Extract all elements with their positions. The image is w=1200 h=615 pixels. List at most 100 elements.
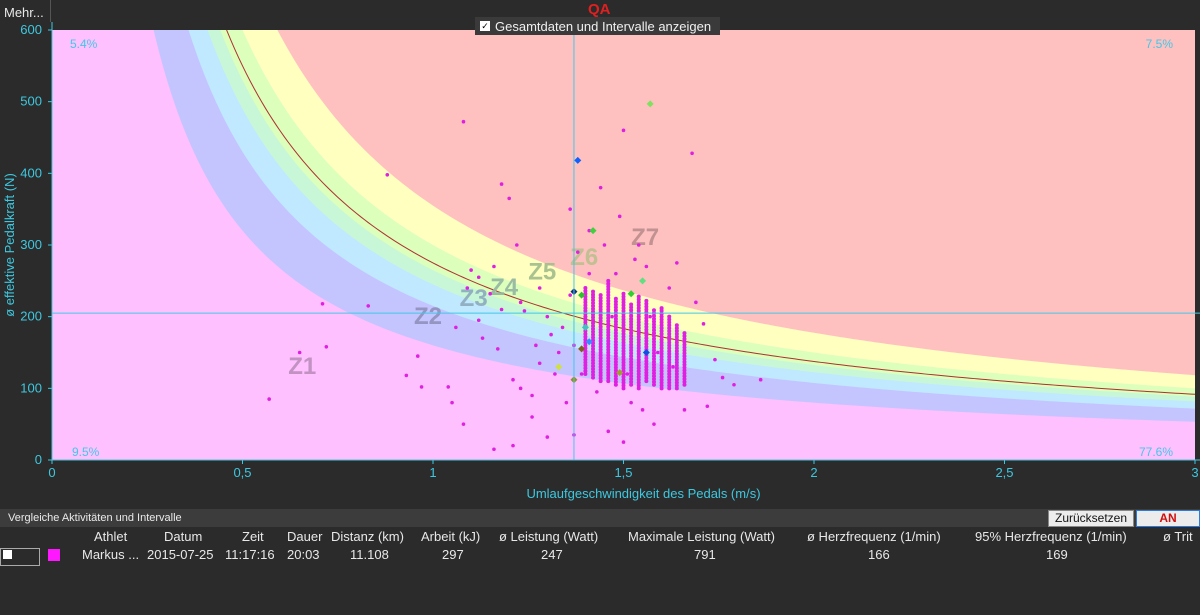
data-point — [583, 314, 588, 319]
data-point — [644, 316, 649, 321]
y-tick-label: 600 — [20, 22, 42, 37]
data-point — [636, 297, 641, 302]
color-swatch[interactable] — [48, 549, 60, 561]
data-point — [640, 408, 645, 412]
data-point — [461, 422, 466, 426]
col-header-avg-cadence[interactable]: ø Trit — [1163, 529, 1193, 544]
data-point — [591, 369, 596, 374]
checkbox-icon — [3, 550, 12, 559]
quadrant-label-bottom-left: 9.5% — [72, 445, 100, 459]
col-header-avg-hr[interactable]: ø Herzfrequenz (1/min) — [807, 529, 941, 544]
more-menu-box[interactable]: Mehr... — [0, 0, 51, 22]
data-point — [518, 386, 523, 391]
interval-marker — [574, 156, 582, 164]
data-point — [591, 329, 596, 334]
data-point — [629, 371, 634, 376]
an-toggle-button[interactable]: AN — [1136, 510, 1200, 527]
data-point — [591, 349, 596, 354]
data-point — [629, 316, 634, 321]
reset-button[interactable]: Zurücksetzen — [1048, 510, 1134, 527]
data-point — [591, 355, 596, 360]
data-point — [534, 343, 538, 348]
data-point — [606, 367, 611, 372]
data-point — [583, 349, 588, 354]
data-point — [667, 314, 672, 319]
data-point — [613, 334, 618, 339]
data-point — [732, 382, 736, 387]
interval-marker — [639, 277, 647, 285]
data-point — [598, 367, 603, 372]
data-point — [591, 366, 596, 371]
data-point — [499, 307, 504, 312]
data-point — [674, 331, 679, 336]
data-point — [606, 429, 611, 434]
data-point — [651, 348, 656, 353]
col-header-work[interactable]: Arbeit (kJ) — [421, 529, 481, 544]
data-point — [636, 372, 641, 376]
x-tick-label: 0,5 — [233, 465, 251, 480]
data-point — [674, 343, 679, 348]
row-checkbox[interactable] — [0, 548, 40, 566]
cell-95-hr: 169 — [1046, 547, 1068, 562]
table-row[interactable]: Markus ... 2015-07-25 11:17:16 20:03 11.… — [0, 547, 1200, 566]
data-point — [644, 327, 649, 332]
x-tick-label: 1 — [429, 465, 436, 480]
data-point — [682, 362, 687, 367]
data-point — [629, 365, 634, 370]
col-header-distance[interactable]: Distanz (km) — [331, 529, 404, 544]
data-point — [651, 351, 656, 356]
data-point — [556, 350, 561, 355]
show-totals-toggle[interactable]: ✓ Gesamtdaten und Intervalle anzeigen — [475, 17, 720, 35]
data-point — [591, 364, 596, 369]
data-point — [690, 151, 694, 156]
data-point — [667, 363, 672, 368]
data-point — [621, 340, 626, 345]
interval-marker — [578, 345, 586, 353]
data-point — [591, 301, 596, 306]
data-point — [651, 342, 656, 347]
col-header-95-hr[interactable]: 95% Herzfrequenz (1/min) — [975, 529, 1127, 544]
data-point — [598, 373, 603, 378]
data-point — [667, 337, 672, 342]
data-point — [629, 354, 634, 359]
checkbox-icon[interactable]: ✓ — [480, 21, 490, 31]
data-point — [518, 300, 523, 305]
col-header-max-power[interactable]: Maximale Leistung (Watt) — [628, 529, 775, 544]
data-point — [613, 348, 618, 353]
more-button[interactable]: Mehr... — [4, 5, 44, 20]
data-point — [617, 214, 622, 219]
data-point — [621, 363, 626, 368]
data-point — [598, 353, 603, 358]
col-header-avg-power[interactable]: ø Leistung (Watt) — [499, 529, 599, 544]
data-point — [613, 296, 618, 301]
col-header-duration[interactable]: Dauer — [287, 529, 323, 544]
data-point — [621, 334, 626, 339]
data-point — [621, 337, 626, 342]
data-point — [583, 334, 588, 339]
data-point — [629, 339, 634, 344]
col-header-athlete[interactable]: Athlet — [94, 529, 128, 544]
col-header-time[interactable]: Zeit — [242, 529, 264, 544]
data-point — [476, 318, 481, 323]
data-point — [575, 250, 580, 254]
data-point — [621, 320, 626, 325]
data-point — [636, 294, 641, 299]
data-point — [621, 349, 626, 354]
data-point — [591, 372, 596, 377]
data-point — [667, 320, 672, 325]
data-point — [583, 329, 588, 333]
data-point — [682, 408, 687, 412]
col-header-date[interactable]: Datum — [164, 529, 203, 544]
data-point — [629, 368, 634, 373]
data-point — [613, 362, 618, 367]
data-point — [583, 366, 588, 371]
data-point — [682, 336, 687, 341]
data-point — [651, 354, 656, 359]
data-point — [606, 313, 611, 318]
data-point — [621, 351, 626, 356]
data-point — [606, 301, 611, 306]
data-point — [591, 346, 596, 351]
data-point — [644, 373, 649, 378]
data-point — [598, 379, 603, 384]
